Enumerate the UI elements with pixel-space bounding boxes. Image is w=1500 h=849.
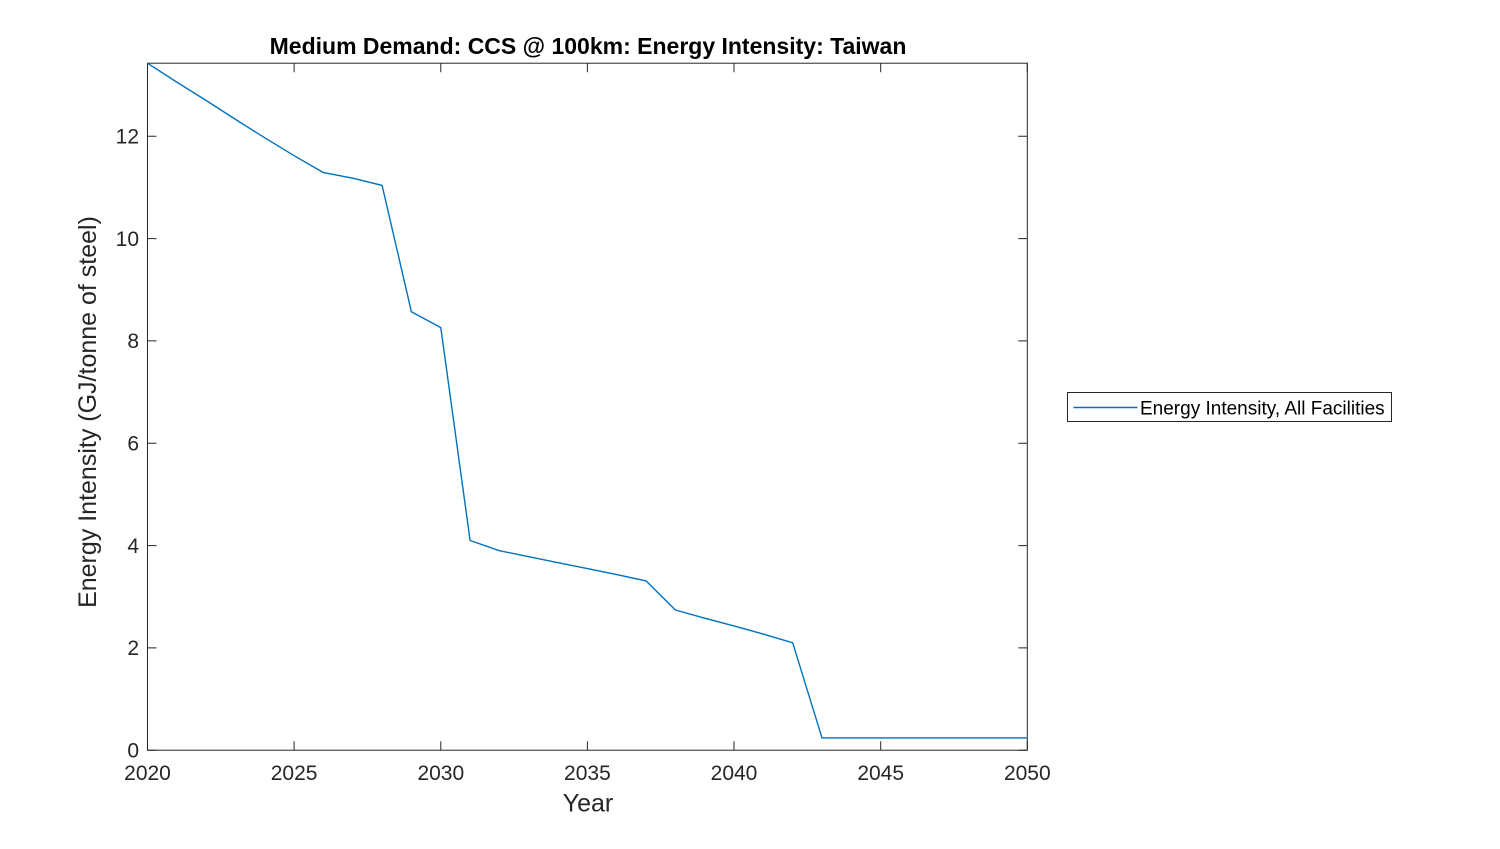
svg-text:10: 10: [116, 228, 139, 251]
svg-text:2020: 2020: [124, 762, 171, 785]
svg-text:Year: Year: [563, 790, 614, 818]
svg-text:4: 4: [127, 535, 139, 558]
svg-text:Energy Intensity, All Faciliti: Energy Intensity, All Facilities: [1140, 399, 1385, 420]
svg-text:0: 0: [127, 739, 139, 762]
svg-text:6: 6: [127, 432, 139, 455]
svg-text:12: 12: [116, 126, 139, 149]
svg-text:2035: 2035: [564, 762, 611, 785]
svg-text:Energy Intensity (GJ/tonne of: Energy Intensity (GJ/tonne of steel): [74, 216, 102, 608]
svg-text:2040: 2040: [711, 762, 758, 785]
svg-text:2030: 2030: [417, 762, 464, 785]
svg-text:2045: 2045: [857, 762, 904, 785]
svg-text:2: 2: [127, 637, 139, 660]
svg-text:Medium Demand: CCS @ 100km: En: Medium Demand: CCS @ 100km: Energy Inten…: [270, 33, 907, 59]
svg-text:2025: 2025: [271, 762, 318, 785]
svg-text:8: 8: [127, 330, 139, 353]
svg-text:2050: 2050: [1004, 762, 1051, 785]
